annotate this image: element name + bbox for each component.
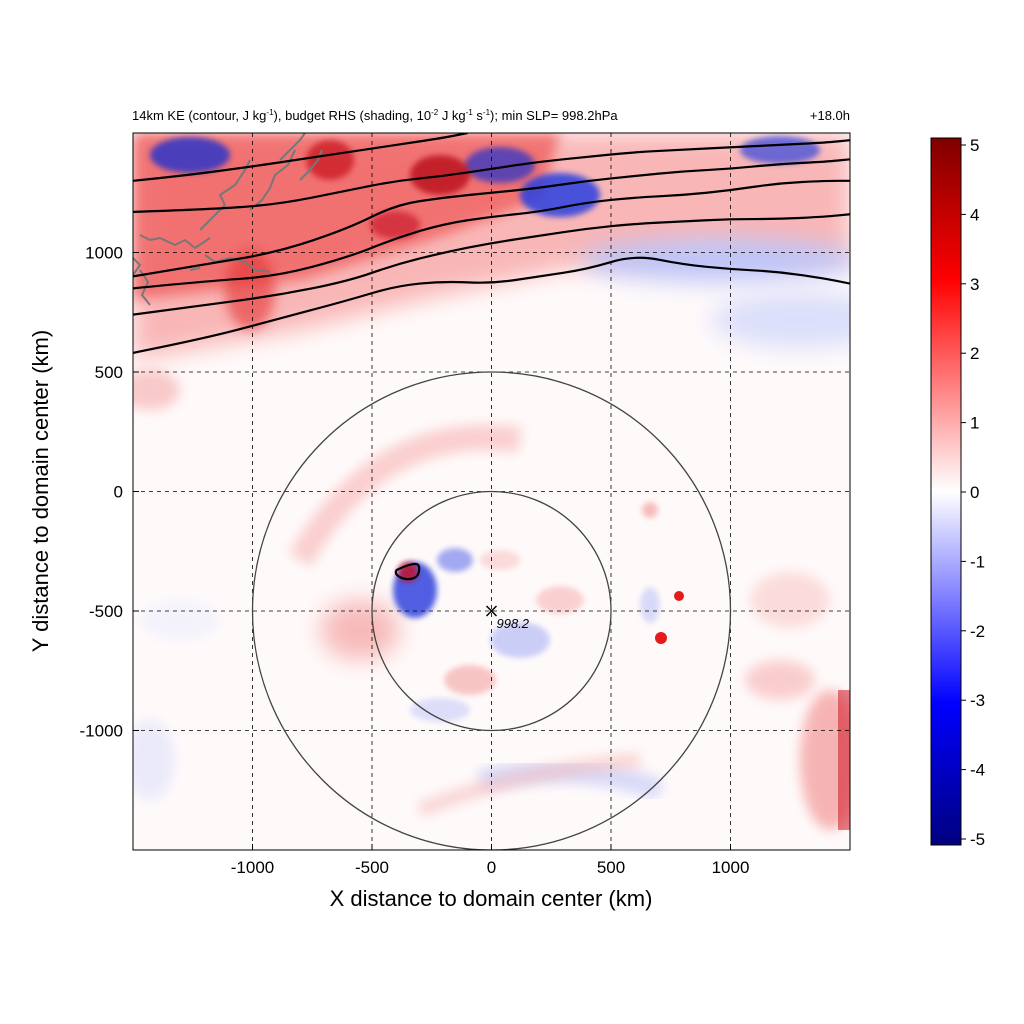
range-ring <box>251 371 732 850</box>
ke-contour-line <box>133 179 850 290</box>
colorbar-tick-label: -5 <box>970 830 985 849</box>
colorbar-tick-label: -2 <box>970 622 985 641</box>
y-tick-label: -1000 <box>80 722 123 741</box>
y-axis-ticks: -1000 -500 0 500 1000 <box>80 244 139 741</box>
colorbar <box>930 137 962 846</box>
range-rings <box>251 371 732 850</box>
x-tick-label: 500 <box>597 858 625 877</box>
y-tick-label: 1000 <box>85 244 123 263</box>
ke-contour-line <box>133 139 850 213</box>
x-tick-label: 1000 <box>712 858 750 877</box>
range-ring <box>371 490 612 732</box>
x-axis-ticks: -1000 -500 0 500 1000 <box>231 844 750 877</box>
x-axis-label: X distance to domain center (km) <box>330 886 653 911</box>
ke-contour-line <box>133 213 850 316</box>
colorbar-tick-label: -1 <box>970 552 985 571</box>
forecast-time-label: +18.0h <box>809 108 850 123</box>
ke-contour-line <box>133 133 468 182</box>
ke-contours <box>133 133 850 581</box>
colorbar-tick-label: 3 <box>970 275 979 294</box>
colorbar-tick-label: 4 <box>970 205 979 224</box>
y-axis-label: Y distance to domain center (km) <box>28 330 53 652</box>
colorbar-tick-label: 1 <box>970 414 979 433</box>
y-tick-label: 500 <box>95 363 123 382</box>
colorbar-tick-label: -4 <box>970 761 985 780</box>
colorbar-tick-label: 5 <box>970 136 979 155</box>
x-tick-label: -500 <box>355 858 389 877</box>
storm-center-marker <box>485 605 498 617</box>
x-tick-label: -1000 <box>231 858 274 877</box>
min-slp-label: 998.2 <box>497 616 530 631</box>
y-tick-label: -500 <box>89 602 123 621</box>
colorbar-tick-label: -3 <box>970 691 985 710</box>
colorbar-ticks: 5 4 3 2 1 0 -1 -2 -3 -4 -5 <box>961 136 985 849</box>
colorbar-tick-label: 0 <box>970 483 979 502</box>
ke-contour-small <box>394 562 421 581</box>
figure-title: 14km KE (contour, J kg-1), budget RHS (s… <box>132 108 618 123</box>
center-x-stroke <box>485 605 498 617</box>
ke-contour-line <box>133 256 850 354</box>
x-tick-label: 0 <box>487 858 496 877</box>
ke-contour-line <box>133 158 850 278</box>
colorbar-tick-label: 2 <box>970 344 979 363</box>
y-tick-label: 0 <box>114 483 123 502</box>
